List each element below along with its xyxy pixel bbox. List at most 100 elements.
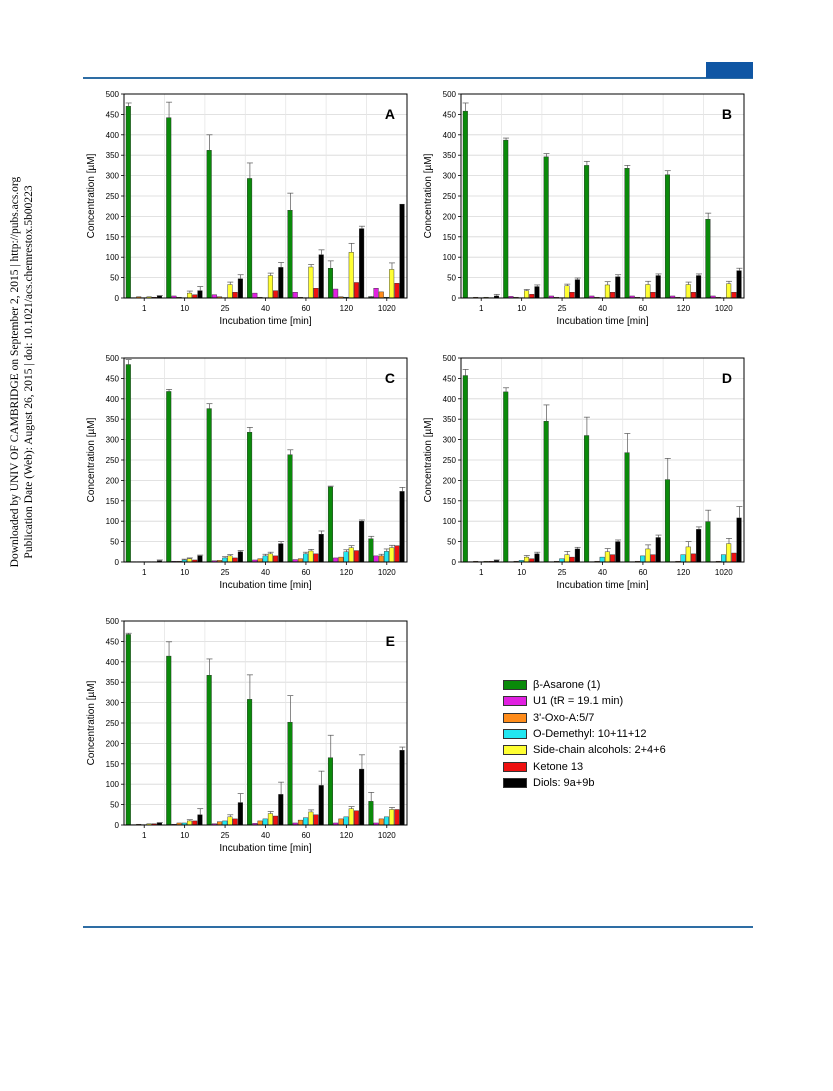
x-tick-label: 40 (598, 568, 607, 577)
bar-e-s2-c4 (297, 819, 303, 826)
bar-b-s5-c4 (650, 292, 656, 299)
x-axis-label: Incubation time [min] (556, 580, 648, 591)
y-tick-label: 250 (106, 719, 120, 728)
bar-d-s5-c6 (731, 552, 737, 563)
x-tick-label: 10 (517, 304, 526, 313)
bar-e-s6-c2 (237, 802, 243, 826)
bar-b-s0-c4 (624, 168, 630, 299)
bar-b-s4-c6 (726, 283, 732, 299)
bar-a-s4-c5 (348, 252, 354, 299)
bar-c-s0-c4 (287, 454, 293, 563)
bar-b-s5-c5 (690, 292, 696, 299)
download-watermark: Downloaded by UNIV OF CAMBRIDGE on Septe… (8, 12, 48, 732)
bar-b-s6-c6 (736, 270, 742, 299)
bar-d-s4-c5 (685, 546, 691, 563)
legend-label: Side-chain alcohols: 2+4+6 (533, 744, 666, 757)
y-tick-label: 500 (106, 90, 120, 99)
x-tick-label: 1 (142, 304, 147, 313)
bar-e-s4-c2 (227, 816, 233, 826)
bar-e-s2-c3 (257, 820, 263, 826)
header-rule (83, 77, 753, 79)
y-tick-label: 450 (443, 110, 457, 119)
bar-e-s5-c3 (273, 815, 279, 826)
y-tick-label: 50 (110, 274, 119, 283)
bar-d-s6-c2 (574, 548, 580, 563)
legend-item: O-Demethyl: 10+11+12 (503, 726, 703, 742)
bar-a-s6-c5 (359, 228, 365, 299)
bar-b-s0-c1 (503, 139, 509, 299)
x-tick-label: 40 (261, 304, 270, 313)
bar-e-s3-c2 (222, 820, 228, 826)
y-tick-label: 150 (443, 497, 457, 506)
bar-a-s5-c3 (273, 290, 279, 299)
bar-e-s0-c1 (166, 655, 172, 826)
y-axis-label: Concentration [µM] (86, 417, 97, 502)
bar-a-s1-c5 (333, 288, 339, 299)
y-tick-label: 100 (106, 517, 120, 526)
legend-swatch (503, 745, 527, 756)
bar-a-s4-c4 (308, 266, 314, 299)
y-tick-label: 0 (452, 558, 457, 567)
chart-panel-e: 0 50 100 150 200 250 300 350 400 450 500 1 10 25 40 60 1… (86, 617, 408, 854)
panel-label: D (722, 370, 732, 386)
bar-b-s6-c1 (534, 286, 540, 299)
bar-e-s5-c2 (232, 818, 238, 826)
bar-a-s2-c6 (378, 291, 384, 299)
x-tick-label: 10 (517, 568, 526, 577)
y-tick-label: 300 (106, 436, 120, 445)
y-tick-label: 450 (106, 110, 120, 119)
legend-label: Diols: 9a+9b (533, 776, 595, 789)
bar-e-s0-c0 (125, 634, 131, 826)
y-tick-label: 0 (452, 294, 457, 303)
bar-b-s4-c2 (564, 285, 570, 299)
x-tick-label: 40 (261, 831, 270, 840)
bar-b-s5-c1 (529, 294, 535, 299)
x-axis-label: Incubation time [min] (219, 580, 311, 591)
bar-a-s1-c6 (373, 288, 379, 299)
bar-d-s5-c4 (650, 554, 656, 563)
bar-b-s5-c2 (569, 292, 575, 299)
bar-c-s6-c4 (318, 534, 324, 563)
legend-swatch (503, 777, 527, 788)
y-tick-label: 300 (443, 172, 457, 181)
bar-e-s6-c3 (278, 794, 284, 826)
bar-c-s4-c4 (308, 550, 314, 563)
bar-a-s4-c3 (267, 275, 273, 299)
legend-swatch (503, 729, 527, 740)
bar-d-s0-c6 (705, 521, 711, 563)
y-tick-label: 400 (443, 395, 457, 404)
bar-d-s4-c1 (524, 556, 530, 563)
x-axis-label: Incubation time [min] (556, 316, 648, 327)
bar-d-s6-c6 (736, 517, 742, 563)
y-tick-label: 250 (443, 192, 457, 201)
legend-label: 3'-Oxo-A:5/7 (533, 711, 595, 724)
bar-c-s6-c2 (237, 551, 243, 563)
x-tick-label: 10 (180, 568, 189, 577)
y-tick-label: 350 (106, 415, 120, 424)
bar-c-s3-c2 (222, 557, 228, 563)
x-axis-label: Incubation time [min] (219, 843, 311, 854)
y-tick-label: 350 (106, 678, 120, 687)
legend-item: 3'-Oxo-A:5/7 (503, 710, 703, 726)
bar-e-s0-c5 (327, 757, 333, 826)
y-axis-label: Concentration [µM] (86, 680, 97, 765)
bar-c-s4-c5 (348, 547, 354, 563)
publication-line: Publication Date (Web): August 26, 2015 … (23, 185, 35, 559)
bar-b-s0-c6 (705, 219, 711, 299)
y-tick-label: 100 (443, 253, 457, 262)
bar-d-s6-c5 (696, 529, 702, 563)
chart-panel-b: 0 50 100 150 200 250 300 350 400 450 500 1 10 25 40 60 1… (423, 90, 745, 327)
y-tick-label: 100 (106, 780, 120, 789)
bar-d-s3-c3 (599, 556, 605, 563)
footer-rule (83, 926, 753, 928)
x-tick-label: 25 (221, 568, 230, 577)
bar-e-s0-c4 (287, 721, 293, 826)
bar-b-s6-c5 (696, 275, 702, 299)
y-tick-label: 100 (443, 517, 457, 526)
x-tick-label: 60 (301, 568, 310, 577)
bar-d-s0-c1 (503, 391, 509, 563)
y-tick-label: 350 (106, 151, 120, 160)
bar-c-s0-c0 (125, 364, 131, 563)
legend-label: U1 (tR = 19.1 min) (533, 695, 624, 708)
bar-c-s0-c1 (166, 391, 172, 563)
